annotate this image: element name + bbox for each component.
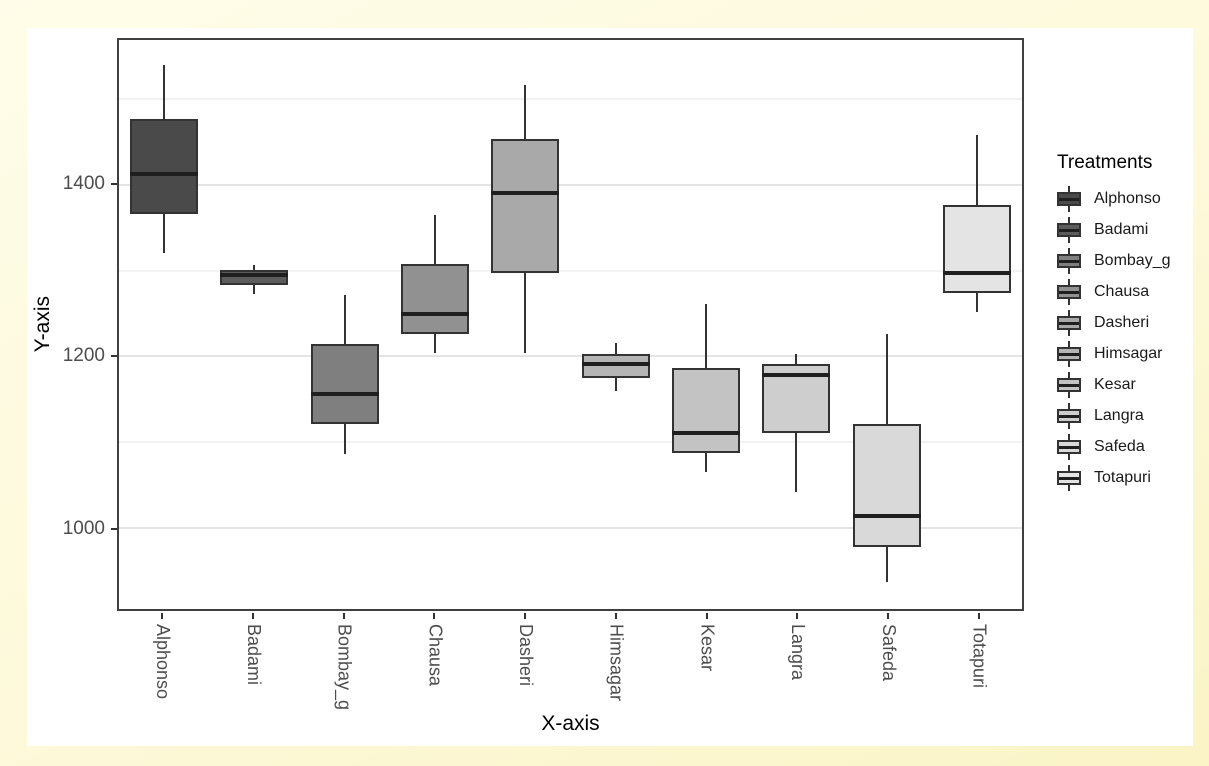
x-tick-label: Chausa	[425, 624, 446, 687]
x-tick	[252, 613, 255, 619]
legend-item: Chausa	[1057, 279, 1197, 305]
y-tick	[111, 355, 117, 358]
x-tick-label: Badami	[243, 624, 264, 686]
boxplot-median	[401, 312, 470, 317]
y-tick-label: 1400	[62, 172, 105, 194]
x-tick	[161, 613, 164, 619]
boxplot-box	[310, 344, 379, 424]
legend-item: Dasheri	[1057, 310, 1197, 336]
x-tick	[705, 613, 708, 619]
legend-label: Totapuri	[1094, 469, 1151, 486]
legend-label: Dasheri	[1094, 314, 1150, 331]
gridline-minor	[119, 269, 1022, 272]
legend-key-median	[1059, 290, 1079, 294]
legend-key-boxplot-icon	[1057, 403, 1081, 429]
legend-key-median	[1059, 445, 1079, 449]
x-tick-label: Bombay_g	[334, 624, 355, 711]
x-tick	[433, 613, 436, 619]
legend-item: Langra	[1057, 403, 1197, 429]
legend-key-boxplot-icon	[1057, 217, 1081, 243]
legend-key-boxplot-icon	[1057, 465, 1081, 491]
x-tick-label: Kesar	[697, 624, 718, 672]
boxplot-median	[581, 361, 650, 366]
legend-items: Alphonso Badami Bombay_g Chausa Dasheri Himsa…	[1057, 186, 1197, 491]
x-tick-label: Safeda	[878, 624, 899, 682]
legend-label: Bombay_g	[1094, 252, 1171, 269]
legend-key-median	[1059, 383, 1079, 387]
legend-key-boxplot-icon	[1057, 279, 1081, 305]
plot-panel	[117, 38, 1024, 611]
x-tick	[342, 613, 345, 619]
boxplot-median	[310, 391, 379, 396]
legend-item: Kesar	[1057, 372, 1197, 398]
x-axis-title: X-axis	[541, 712, 600, 735]
gridline-minor	[119, 98, 1022, 101]
boxplot-median	[852, 513, 921, 518]
legend-key-boxplot-icon	[1057, 341, 1081, 367]
legend-key-median	[1059, 197, 1079, 201]
gridline-major	[119, 355, 1022, 358]
boxplot-box	[130, 118, 199, 214]
legend-key-median	[1059, 259, 1079, 263]
x-tick	[796, 613, 799, 619]
x-tick-label: Totapuri	[969, 624, 990, 689]
boxplot-box	[852, 423, 921, 548]
legend-label: Kesar	[1094, 376, 1136, 393]
legend-key-median	[1059, 352, 1079, 356]
legend-key-boxplot-icon	[1057, 372, 1081, 398]
boxplot-median	[220, 272, 289, 277]
chart-canvas: Y-axis 1000 1200 1400 Alphonso Badami Bombay…	[27, 28, 1193, 746]
boxplot-box	[671, 368, 740, 454]
boxplot-box	[491, 139, 560, 274]
legend: Treatments Alphonso Badami Bombay_g Chausa D…	[1057, 152, 1197, 491]
y-axis: 1000 1200 1400	[27, 38, 117, 611]
boxplot-median	[491, 191, 560, 196]
legend-key-boxplot-icon	[1057, 310, 1081, 336]
boxplot-median	[942, 271, 1011, 276]
x-tick-label: Langra	[788, 624, 809, 681]
legend-key-boxplot-icon	[1057, 248, 1081, 274]
x-tick	[524, 613, 527, 619]
x-axis: Alphonso Badami Bombay_g Chausa Dasheri Himsa…	[117, 611, 1024, 736]
boxplot-median	[671, 431, 740, 436]
legend-key-boxplot-icon	[1057, 186, 1081, 212]
y-tick-label: 1200	[62, 345, 105, 367]
legend-item: Totapuri	[1057, 465, 1197, 491]
gridline-major	[119, 526, 1022, 529]
legend-label: Chausa	[1094, 283, 1150, 300]
legend-label: Langra	[1094, 407, 1144, 424]
legend-key-median	[1059, 321, 1079, 325]
legend-item: Alphonso	[1057, 186, 1197, 212]
legend-label: Safeda	[1094, 438, 1145, 455]
legend-title: Treatments	[1057, 152, 1153, 173]
legend-label: Alphonso	[1094, 190, 1161, 207]
y-tick	[111, 528, 117, 531]
legend-label: Himsagar	[1094, 345, 1163, 362]
x-tick	[614, 613, 617, 619]
x-tick-label: Alphonso	[153, 624, 174, 700]
x-tick-label: Himsagar	[606, 624, 627, 702]
x-tick-label: Dasheri	[516, 624, 537, 687]
y-tick	[111, 182, 117, 185]
x-tick	[886, 613, 889, 619]
boxplot-median	[130, 171, 199, 176]
gridline-minor	[119, 440, 1022, 443]
gridline-major	[119, 183, 1022, 186]
x-tick	[977, 613, 980, 619]
legend-item: Safeda	[1057, 434, 1197, 460]
legend-key-boxplot-icon	[1057, 434, 1081, 460]
boxplot-box	[401, 263, 470, 334]
legend-item: Himsagar	[1057, 341, 1197, 367]
legend-key-median	[1059, 228, 1079, 232]
legend-label: Badami	[1094, 221, 1149, 238]
legend-item: Bombay_g	[1057, 248, 1197, 274]
boxplot-box	[942, 204, 1011, 293]
boxplot-box	[581, 353, 650, 379]
boxplot-median	[762, 373, 831, 378]
legend-item: Badami	[1057, 217, 1197, 243]
y-tick-label: 1000	[62, 518, 105, 540]
legend-key-median	[1059, 414, 1079, 418]
legend-key-median	[1059, 476, 1079, 480]
